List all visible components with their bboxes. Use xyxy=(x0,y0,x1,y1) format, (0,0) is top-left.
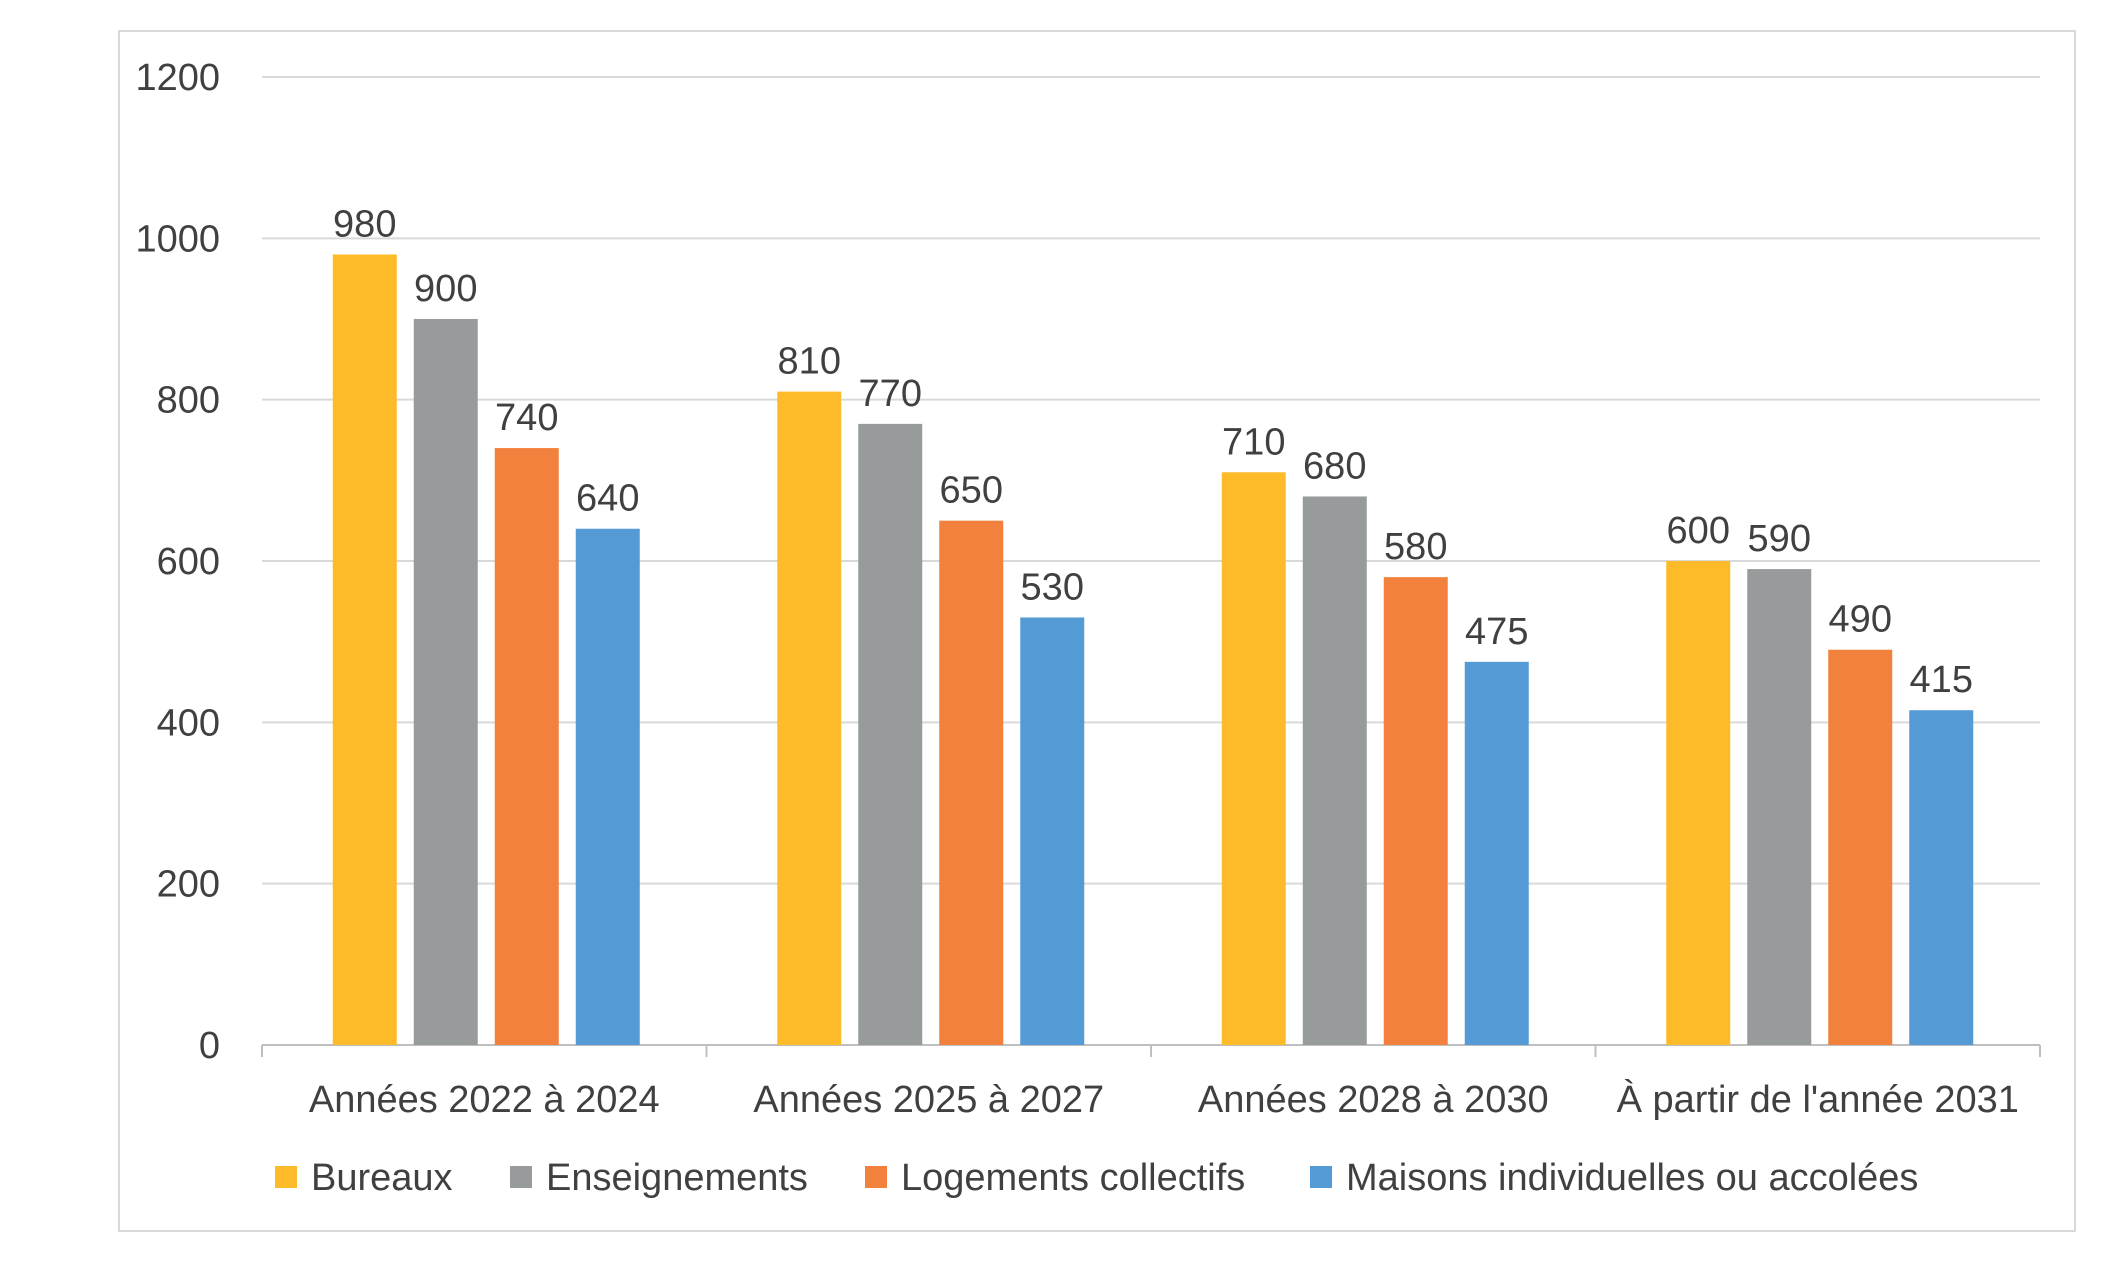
y-tick-label: 0 xyxy=(199,1025,220,1067)
data-label: 415 xyxy=(1910,659,1973,701)
data-label: 590 xyxy=(1748,518,1811,560)
bar xyxy=(413,319,478,1045)
data-label: 600 xyxy=(1667,510,1730,552)
legend-swatch xyxy=(275,1166,297,1188)
data-label: 680 xyxy=(1303,445,1366,487)
bars xyxy=(332,254,1974,1046)
data-label: 900 xyxy=(414,268,477,310)
legend-swatch xyxy=(865,1166,887,1188)
bar xyxy=(1302,496,1367,1045)
data-label: 530 xyxy=(1021,566,1084,608)
bar xyxy=(1828,649,1893,1045)
legend-swatch xyxy=(1310,1166,1332,1188)
data-label: 710 xyxy=(1222,421,1285,463)
bar xyxy=(777,391,842,1046)
legend-label: Maisons individuelles ou accolées xyxy=(1346,1157,1918,1199)
bar xyxy=(494,448,559,1046)
data-labels: 980 900 740 640 810 770 650 530 710 680 580 475 600 5… xyxy=(333,203,1973,701)
legend-label: Logements collectifs xyxy=(901,1157,1245,1199)
bar xyxy=(1666,561,1731,1045)
y-tick-label: 600 xyxy=(157,541,220,583)
legend: Bureaux Enseignements Logements collectifs… xyxy=(275,1157,1918,1199)
bar xyxy=(858,423,923,1045)
data-label: 475 xyxy=(1465,611,1528,653)
data-label: 810 xyxy=(778,341,841,383)
data-label: 980 xyxy=(333,203,396,245)
bar xyxy=(939,520,1004,1045)
legend-swatch xyxy=(510,1166,532,1188)
bar xyxy=(1020,617,1085,1045)
bar xyxy=(1464,661,1529,1045)
data-label: 580 xyxy=(1384,526,1447,568)
legend-label: Bureaux xyxy=(311,1157,453,1199)
y-tick-label: 800 xyxy=(157,380,220,422)
bar xyxy=(1221,472,1286,1045)
x-tick-label: Années 2025 à 2027 xyxy=(753,1079,1104,1121)
data-label: 770 xyxy=(859,373,922,415)
data-label: 650 xyxy=(940,470,1003,512)
data-label: 640 xyxy=(576,478,639,520)
x-tick-label: Années 2028 à 2030 xyxy=(1198,1079,1549,1121)
bar xyxy=(332,254,397,1045)
x-tick-label: Années 2022 à 2024 xyxy=(309,1079,660,1121)
y-tick-label: 200 xyxy=(157,864,220,906)
x-tick-label: À partir de l'année 2031 xyxy=(1617,1078,2019,1121)
bar xyxy=(1383,577,1448,1045)
legend-label: Enseignements xyxy=(546,1157,808,1199)
y-tick-label: 400 xyxy=(157,702,220,744)
bar xyxy=(1747,569,1812,1045)
bar xyxy=(1909,710,1974,1045)
bar xyxy=(575,528,640,1045)
y-tick-label: 1000 xyxy=(135,218,220,260)
y-tick-label: 1200 xyxy=(135,57,220,99)
data-label: 490 xyxy=(1829,599,1892,641)
data-label: 740 xyxy=(495,397,558,439)
